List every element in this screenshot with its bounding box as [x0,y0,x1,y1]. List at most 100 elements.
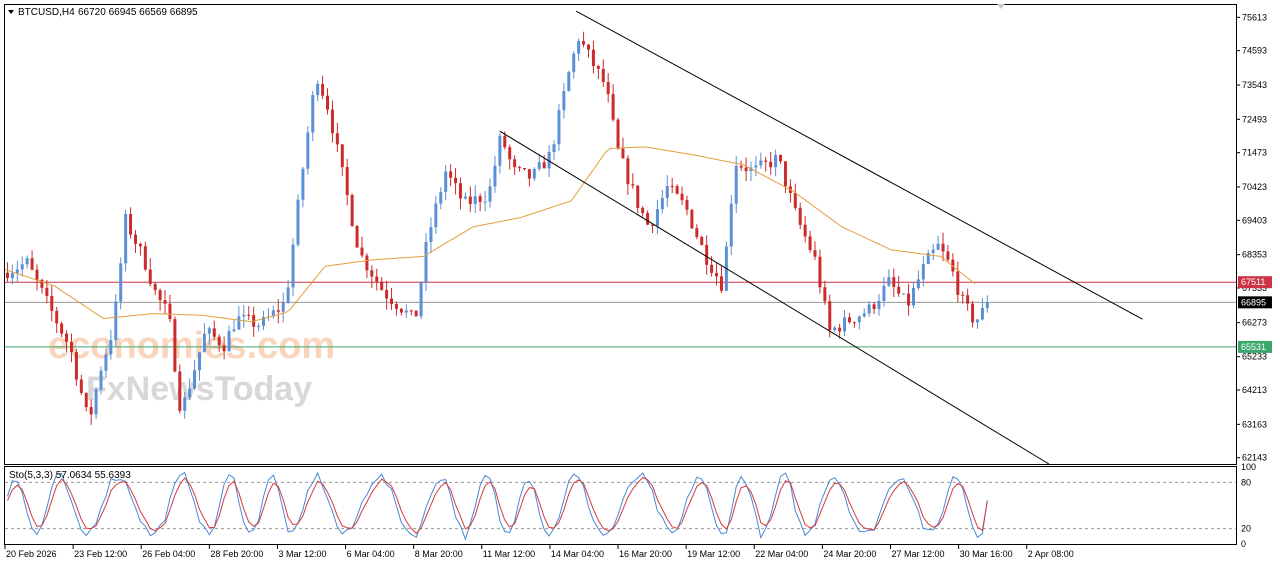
price-tick-label: 64213 [1242,385,1267,395]
candle-body [700,236,704,245]
collapse-triangle-icon[interactable] [8,10,14,14]
candle [921,256,925,287]
candle-body [399,308,403,313]
symbol-label: BTCUSD,H4 [18,7,75,18]
candle [616,117,620,150]
candle-body [926,253,930,265]
resistance-price-tag-text: 67511 [1241,277,1265,287]
time-tick-label: 14 Mar 04:00 [551,549,604,559]
candle-body [335,133,339,145]
candle [84,392,88,412]
candle-body [20,264,24,270]
candle [724,241,728,292]
candle [754,156,758,177]
candle-body [419,282,423,317]
candle [330,100,334,143]
candle-body [808,236,812,251]
channel-upper-line[interactable] [575,10,1143,320]
candle [586,44,590,58]
candle [828,294,832,338]
candle-body [872,304,876,310]
candle-body [404,310,408,313]
candle [626,155,630,195]
horizontal-levels [5,281,1236,348]
time-tick-label: 26 Feb 04:00 [142,549,195,559]
candle-body [966,295,970,304]
candle-body [247,314,251,316]
candle [232,318,236,333]
main-panel-frame [4,4,1237,465]
candle [463,192,467,200]
candle-body [616,119,620,149]
stochastic-label: Sto(5,3,3) 57.0634 55.6393 [9,470,131,481]
support-price-tag: 65531 [1238,340,1272,353]
candle [321,75,325,100]
candle [936,235,940,251]
candle-body [980,307,984,320]
candle [271,305,275,319]
candle [286,280,290,305]
candle-body [838,327,842,332]
candle [35,264,39,291]
candle [700,235,704,246]
candle-body [124,213,128,264]
candle-body [360,247,364,256]
candle [926,249,930,265]
candle [705,235,709,275]
candle [907,283,911,316]
candle-body [695,228,699,237]
candle [25,255,29,269]
candle [606,72,610,103]
candle [655,199,659,235]
candle [931,243,935,261]
candle [961,291,965,304]
candle-body [833,327,837,331]
candle-body [611,94,615,120]
candle-body [522,168,526,170]
stoch-main-line [7,471,988,541]
candle-body [567,71,571,92]
scroll-marker-icon[interactable] [997,4,1005,9]
channel-lower-line[interactable] [499,130,1050,465]
candle [911,281,915,309]
candle [399,307,403,316]
candle [99,366,103,395]
time-tick-label: 19 Mar 12:00 [687,549,740,559]
candle [675,184,679,195]
candle-body [547,151,551,169]
moving-average [4,146,976,323]
candle [798,202,802,230]
candle-body [158,290,162,301]
stoch-tick-label: 80 [1241,477,1251,487]
candle [281,292,285,323]
candle [188,378,192,401]
candle [227,325,231,352]
candle [882,276,886,307]
candle [340,144,344,176]
candle-body [527,169,531,179]
candle-body [40,279,44,288]
candle-body [503,135,507,148]
candle-body [483,201,487,203]
candle-body [355,225,359,248]
candle [493,155,497,193]
candle [74,348,78,386]
candle [665,175,669,207]
candle [257,323,261,332]
candle-body [65,333,69,342]
candle-body [458,183,462,199]
candle-body [50,295,54,311]
trend-channel[interactable] [499,10,1143,465]
price-tick-label: 65233 [1242,352,1267,362]
candle-body [99,370,103,390]
candle-body [508,147,512,160]
candle [404,304,408,318]
candle [138,242,142,256]
candle [370,265,374,288]
candle [262,310,266,330]
candle-body [887,277,891,286]
candle-body [212,328,216,337]
candle-body [478,196,482,203]
